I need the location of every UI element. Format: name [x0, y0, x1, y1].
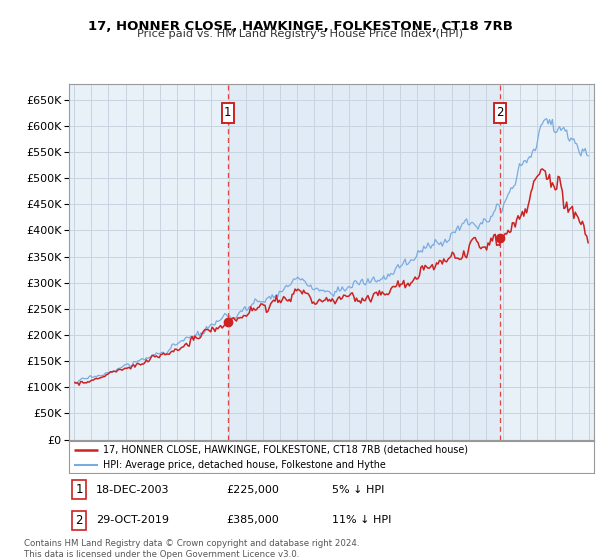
FancyBboxPatch shape [71, 480, 86, 499]
Text: 17, HONNER CLOSE, HAWKINGE, FOLKESTONE, CT18 7RB: 17, HONNER CLOSE, HAWKINGE, FOLKESTONE, … [88, 20, 512, 32]
FancyBboxPatch shape [71, 511, 86, 530]
FancyBboxPatch shape [222, 103, 234, 123]
Bar [228, 84, 500, 440]
Text: £385,000: £385,000 [227, 515, 279, 525]
Text: Contains HM Land Registry data © Crown copyright and database right 2024.
This d: Contains HM Land Registry data © Crown c… [24, 539, 359, 559]
Text: 1: 1 [75, 483, 83, 496]
Text: 5% ↓ HPI: 5% ↓ HPI [331, 484, 384, 494]
Text: £225,000: £225,000 [227, 484, 280, 494]
Text: 29-OCT-2019: 29-OCT-2019 [96, 515, 169, 525]
Text: HPI: Average price, detached house, Folkestone and Hythe: HPI: Average price, detached house, Folk… [103, 460, 386, 470]
Text: Price paid vs. HM Land Registry's House Price Index (HPI): Price paid vs. HM Land Registry's House … [137, 29, 463, 39]
Text: 18-DEC-2003: 18-DEC-2003 [96, 484, 170, 494]
FancyBboxPatch shape [494, 103, 506, 123]
Text: 2: 2 [75, 514, 83, 527]
Text: 17, HONNER CLOSE, HAWKINGE, FOLKESTONE, CT18 7RB (detached house): 17, HONNER CLOSE, HAWKINGE, FOLKESTONE, … [103, 445, 468, 455]
Text: 11% ↓ HPI: 11% ↓ HPI [331, 515, 391, 525]
Text: 2: 2 [496, 106, 504, 119]
Text: 1: 1 [224, 106, 232, 119]
